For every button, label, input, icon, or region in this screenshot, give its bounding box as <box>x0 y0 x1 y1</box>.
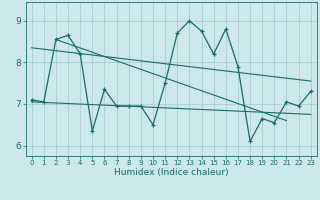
X-axis label: Humidex (Indice chaleur): Humidex (Indice chaleur) <box>114 168 228 177</box>
